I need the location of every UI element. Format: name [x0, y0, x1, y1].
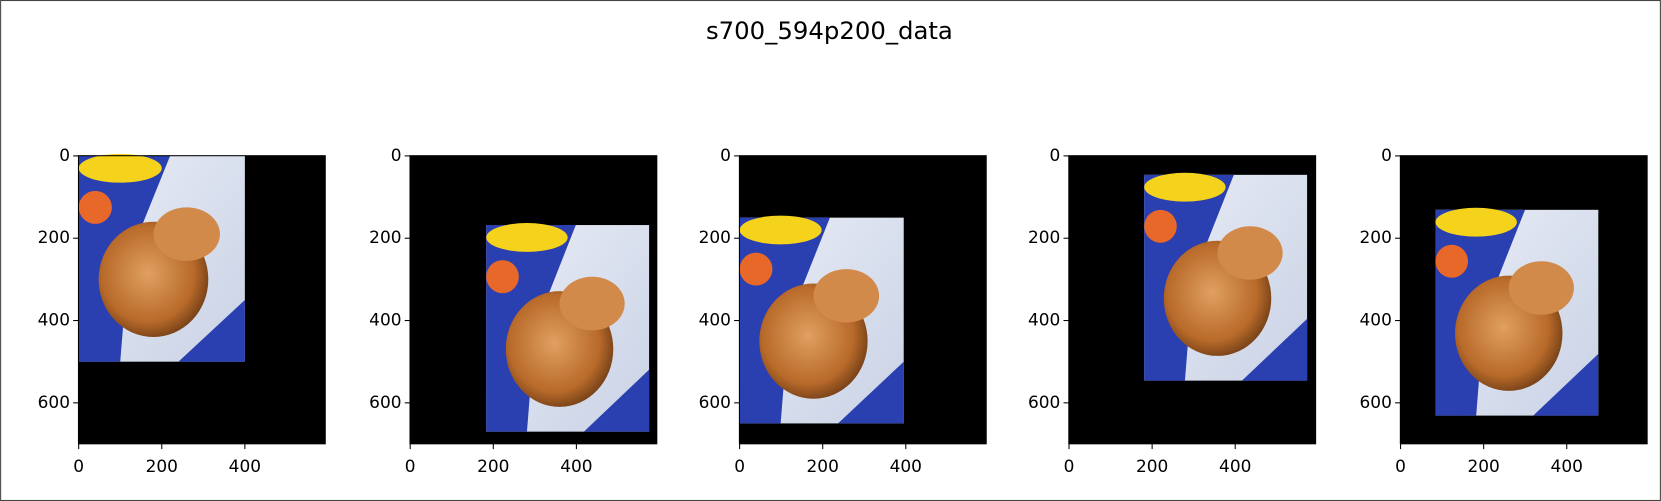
- y-tick-label: 200: [1028, 227, 1060, 247]
- y-tick-label: 600: [699, 392, 731, 412]
- blanket2: [1533, 353, 1599, 416]
- y-tick-label: 400: [38, 310, 70, 330]
- x-tick-label: 0: [1395, 456, 1406, 476]
- yellow: [1435, 207, 1517, 237]
- spines: [409, 155, 658, 445]
- x-tick-label: 0: [73, 456, 84, 476]
- y-tick-label: 400: [699, 310, 731, 330]
- y-tick-label: 0: [1381, 145, 1392, 165]
- yellow: [486, 222, 568, 252]
- toy: [1144, 209, 1177, 243]
- spines: [77, 155, 326, 445]
- blanket2: [178, 299, 245, 362]
- toy: [486, 260, 519, 294]
- y-tick-label: 0: [391, 145, 402, 165]
- x-tick-label: 0: [1064, 456, 1075, 476]
- yellow: [1144, 172, 1226, 202]
- spines: [1068, 155, 1317, 445]
- x-tick-label: 200: [1467, 456, 1499, 476]
- y-tick-label: 200: [369, 227, 401, 247]
- cat-head: [559, 276, 625, 331]
- cat-head: [1217, 226, 1283, 280]
- cat-head: [1508, 261, 1574, 315]
- x-tick-label: 400: [890, 456, 922, 476]
- x-tick-label: 400: [1551, 456, 1583, 476]
- x-tick-label: 200: [1136, 456, 1168, 476]
- x-tick-label: 400: [229, 456, 261, 476]
- y-tick-label: 400: [1028, 310, 1060, 330]
- photo-content: [486, 222, 650, 432]
- spines: [1399, 155, 1648, 445]
- x-tick-label: 200: [807, 456, 839, 476]
- blanket2: [838, 361, 904, 424]
- y-tick-label: 600: [38, 392, 70, 412]
- figure-title: s700_594p200_data: [706, 16, 953, 45]
- y-tick-label: 600: [1028, 392, 1060, 412]
- photo-content: [1144, 172, 1308, 381]
- x-tick-label: 0: [405, 456, 416, 476]
- y-tick-label: 600: [1360, 392, 1392, 412]
- toy: [739, 252, 773, 286]
- photo-content: [1435, 207, 1599, 416]
- y-tick-label: 200: [38, 227, 70, 247]
- x-tick-label: 0: [734, 456, 745, 476]
- yellow: [739, 215, 822, 245]
- photo-content: [739, 215, 904, 424]
- x-tick-label: 400: [1219, 456, 1251, 476]
- toy: [78, 190, 112, 224]
- x-tick-label: 200: [146, 456, 178, 476]
- photo-content: [78, 153, 245, 362]
- cat-head: [813, 269, 880, 323]
- y-tick-label: 0: [59, 145, 70, 165]
- x-tick-label: 400: [560, 456, 592, 476]
- x-tick-label: 200: [477, 456, 509, 476]
- y-tick-label: 400: [369, 310, 401, 330]
- y-tick-label: 200: [699, 227, 731, 247]
- yellow: [78, 153, 162, 183]
- y-tick-label: 0: [720, 145, 731, 165]
- toy: [1435, 244, 1469, 278]
- cat-head: [153, 207, 220, 261]
- spines: [738, 155, 987, 445]
- y-tick-label: 0: [1050, 145, 1061, 165]
- y-tick-label: 600: [369, 392, 401, 412]
- y-tick-label: 200: [1360, 227, 1392, 247]
- y-tick-label: 400: [1360, 310, 1392, 330]
